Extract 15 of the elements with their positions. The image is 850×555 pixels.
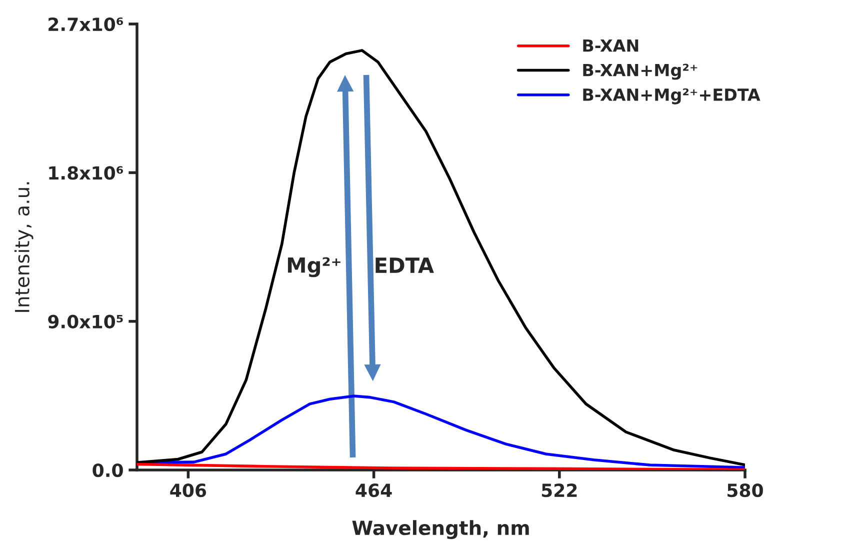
x-tick-label: 522 [542,484,577,498]
legend-label: B-XAN+Mg²⁺ [583,64,698,80]
y-tick-label: 9.0x10⁵ [48,314,123,328]
annotation: EDTA [376,258,434,273]
y-tick-label: 2.7x10⁶ [48,17,124,32]
x-tick-label: 580 [728,484,763,498]
x-tick-label: 406 [170,484,206,498]
legend-label: B-XAN [583,40,638,52]
y-tick-label: 0.0 [92,463,123,478]
x-axis-title: Wavelength, nm [352,520,529,540]
y-axis-title: Intensity, a.u. [14,182,34,312]
y-tick-label: 1.8x10⁶ [49,166,124,180]
x-tick-label: 464 [356,484,392,498]
legend-label: B-XAN+Mg²⁺+EDTA [583,88,760,104]
annotation: Mg²⁺ [288,257,340,278]
